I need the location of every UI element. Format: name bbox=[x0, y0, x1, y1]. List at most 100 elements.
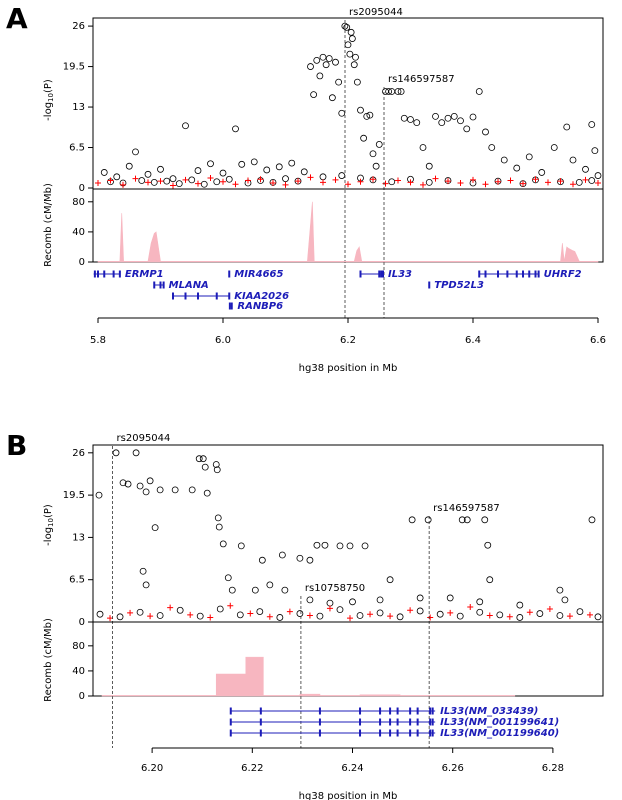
x-tick-label: 6.0 bbox=[215, 335, 231, 346]
exon bbox=[318, 729, 321, 737]
exon bbox=[428, 281, 431, 289]
point bbox=[227, 602, 234, 609]
y-axis-label-part: (P) bbox=[43, 79, 54, 93]
point bbox=[306, 612, 313, 619]
point bbox=[482, 181, 489, 188]
exon bbox=[506, 270, 509, 278]
exon bbox=[389, 707, 392, 715]
point bbox=[344, 41, 352, 49]
exon bbox=[229, 718, 232, 726]
point bbox=[556, 612, 564, 619]
point bbox=[385, 88, 393, 95]
exon bbox=[379, 707, 382, 715]
point bbox=[257, 176, 264, 183]
point bbox=[228, 586, 236, 594]
point bbox=[356, 612, 364, 619]
point bbox=[496, 611, 504, 619]
point bbox=[195, 180, 201, 187]
point bbox=[188, 176, 196, 184]
exon bbox=[229, 707, 232, 715]
point bbox=[139, 567, 147, 575]
point bbox=[282, 181, 289, 188]
point bbox=[278, 551, 286, 559]
point bbox=[569, 156, 577, 164]
x-tick-label: 6.22 bbox=[241, 763, 263, 774]
point bbox=[436, 610, 444, 618]
gene-label: KIAA2026 bbox=[234, 291, 289, 302]
point bbox=[170, 182, 176, 189]
point bbox=[476, 608, 484, 616]
exon bbox=[409, 718, 412, 726]
point bbox=[341, 22, 349, 30]
point bbox=[157, 165, 164, 173]
point bbox=[156, 612, 164, 619]
point bbox=[375, 141, 383, 148]
point bbox=[296, 554, 304, 562]
point bbox=[532, 176, 539, 183]
point bbox=[107, 177, 114, 184]
point bbox=[238, 160, 246, 168]
y-tick-label: 0 bbox=[79, 257, 85, 268]
y-axis-label-part: -log bbox=[43, 527, 54, 546]
y-tick-label: 19.5 bbox=[63, 490, 85, 501]
point bbox=[266, 581, 274, 589]
point bbox=[176, 606, 184, 614]
exon bbox=[534, 270, 537, 278]
gene-label: MLANA bbox=[169, 280, 209, 291]
point bbox=[506, 613, 513, 620]
point bbox=[132, 449, 140, 457]
exon bbox=[431, 707, 434, 715]
point bbox=[458, 516, 466, 524]
exon bbox=[431, 729, 434, 737]
point bbox=[119, 479, 127, 487]
point bbox=[263, 166, 271, 174]
point bbox=[376, 596, 384, 604]
point bbox=[319, 53, 327, 61]
point bbox=[561, 596, 569, 604]
point bbox=[237, 542, 245, 550]
point bbox=[319, 173, 327, 181]
point bbox=[444, 114, 452, 122]
exon bbox=[429, 729, 432, 737]
point bbox=[214, 514, 222, 522]
point bbox=[336, 606, 344, 614]
x-tick-label: 6.24 bbox=[341, 763, 363, 774]
point bbox=[288, 159, 296, 167]
point bbox=[570, 181, 576, 188]
point bbox=[556, 586, 564, 594]
snp-label: rs2095044 bbox=[349, 7, 403, 18]
point bbox=[326, 605, 333, 612]
exon bbox=[259, 718, 262, 726]
exon bbox=[228, 270, 231, 278]
point bbox=[457, 117, 464, 125]
point bbox=[250, 158, 258, 166]
y-tick-label: 40 bbox=[72, 227, 85, 238]
gene-label: IL33(NM_001199641) bbox=[440, 717, 559, 728]
point bbox=[408, 516, 416, 524]
gene-label: TPD52L3 bbox=[434, 280, 484, 291]
exon bbox=[162, 281, 165, 289]
y-tick-label: 0 bbox=[79, 183, 85, 194]
point bbox=[247, 610, 254, 617]
exon bbox=[230, 302, 233, 310]
point bbox=[335, 78, 343, 86]
point bbox=[350, 61, 358, 69]
point bbox=[520, 180, 526, 187]
point bbox=[425, 162, 433, 170]
point bbox=[200, 180, 208, 188]
point bbox=[450, 112, 458, 120]
point bbox=[347, 615, 354, 622]
point bbox=[582, 165, 589, 173]
point bbox=[307, 174, 314, 181]
exon bbox=[382, 270, 384, 278]
point bbox=[187, 611, 194, 618]
point bbox=[467, 604, 474, 611]
point bbox=[169, 175, 177, 183]
point bbox=[107, 615, 114, 622]
point bbox=[151, 524, 159, 532]
point bbox=[346, 50, 354, 58]
point bbox=[207, 160, 214, 168]
point bbox=[157, 178, 164, 185]
exon bbox=[359, 718, 362, 726]
point bbox=[488, 144, 496, 151]
